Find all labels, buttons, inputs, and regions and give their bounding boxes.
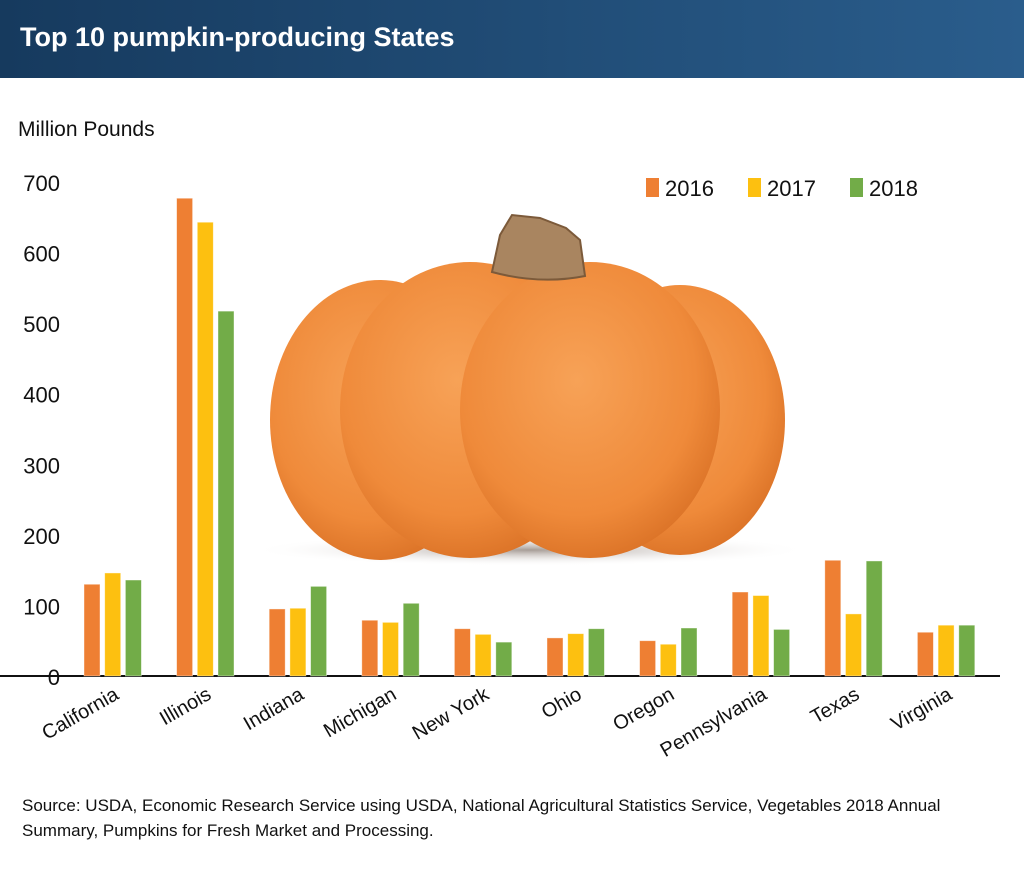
bar-michigan-2018 — [402, 602, 420, 677]
x-tick-label: Texas — [807, 683, 863, 728]
legend-swatch-2018 — [850, 178, 863, 197]
source-note: Source: USDA, Economic Research Service … — [22, 796, 941, 840]
x-tick-label: Indiana — [240, 683, 309, 735]
bar-michigan-2017 — [382, 621, 399, 677]
x-tick-label: Michigan — [320, 683, 400, 742]
bar-california-2018 — [125, 579, 142, 677]
bar-texas-2017 — [845, 613, 862, 677]
y-tick-label: 300 — [23, 453, 60, 478]
x-tick-label: Pennsylvania — [657, 683, 772, 762]
bar-illinois-2018 — [217, 310, 235, 677]
pumpkin-image — [250, 213, 810, 566]
bar-ohio-2017 — [567, 633, 585, 677]
bar-texas-2018 — [865, 560, 883, 677]
y-tick-label: 0 — [48, 665, 60, 690]
bar-california-2017 — [104, 572, 122, 677]
bar-virginia-2017 — [937, 624, 955, 677]
x-tick-label: New York — [409, 683, 494, 745]
bar-ohio-2016 — [546, 637, 564, 677]
legend-label-2018: 2018 — [869, 176, 918, 201]
bar-michigan-2016 — [361, 619, 379, 677]
y-tick-label: 700 — [23, 171, 60, 196]
chart-title: Top 10 pumpkin-producing States — [20, 22, 455, 52]
bar-pennsylvania-2016 — [731, 591, 749, 677]
bar-oregon-2017 — [659, 643, 677, 677]
x-tick-label: Illinois — [156, 683, 215, 730]
y-tick-label: 600 — [23, 242, 60, 267]
bar-california-2016 — [83, 583, 101, 677]
bar-new-york-2018 — [495, 641, 513, 677]
bar-new-york-2017 — [474, 633, 492, 677]
bar-virginia-2016 — [917, 631, 934, 677]
x-tick-label: California — [38, 683, 123, 745]
y-axis-label: Million Pounds — [18, 118, 155, 141]
legend-label-2017: 2017 — [767, 176, 816, 201]
bar-oregon-2018 — [680, 627, 698, 677]
y-tick-label: 200 — [23, 524, 60, 549]
bar-ohio-2018 — [588, 628, 605, 677]
x-tick-label: Oregon — [609, 683, 678, 735]
bar-virginia-2018 — [958, 624, 976, 677]
x-tick-label: Virginia — [887, 683, 956, 736]
bar-illinois-2017 — [196, 221, 214, 677]
y-tick-label: 500 — [23, 312, 60, 337]
x-tick-label: Ohio — [538, 683, 586, 723]
bar-texas-2016 — [824, 559, 842, 677]
legend-swatch-2017 — [748, 178, 761, 197]
bar-chart: 0 100 200 300 400 500 600 700 California Illinois… — [0, 171, 1000, 762]
bar-pennsylvania-2017 — [752, 595, 770, 677]
header-banner: Top 10 pumpkin-producing States — [0, 0, 1024, 78]
bar-oregon-2016 — [639, 640, 656, 677]
bar-illinois-2016 — [176, 197, 194, 677]
bar-indiana-2017 — [289, 607, 307, 677]
legend-label-2016: 2016 — [665, 176, 714, 201]
y-tick-label: 100 — [23, 594, 60, 619]
bar-indiana-2018 — [310, 585, 328, 677]
bar-indiana-2016 — [268, 608, 286, 677]
bar-new-york-2016 — [453, 628, 471, 677]
legend-swatch-2016 — [646, 178, 659, 197]
bar-pennsylvania-2018 — [773, 629, 790, 677]
y-tick-label: 400 — [23, 383, 60, 408]
